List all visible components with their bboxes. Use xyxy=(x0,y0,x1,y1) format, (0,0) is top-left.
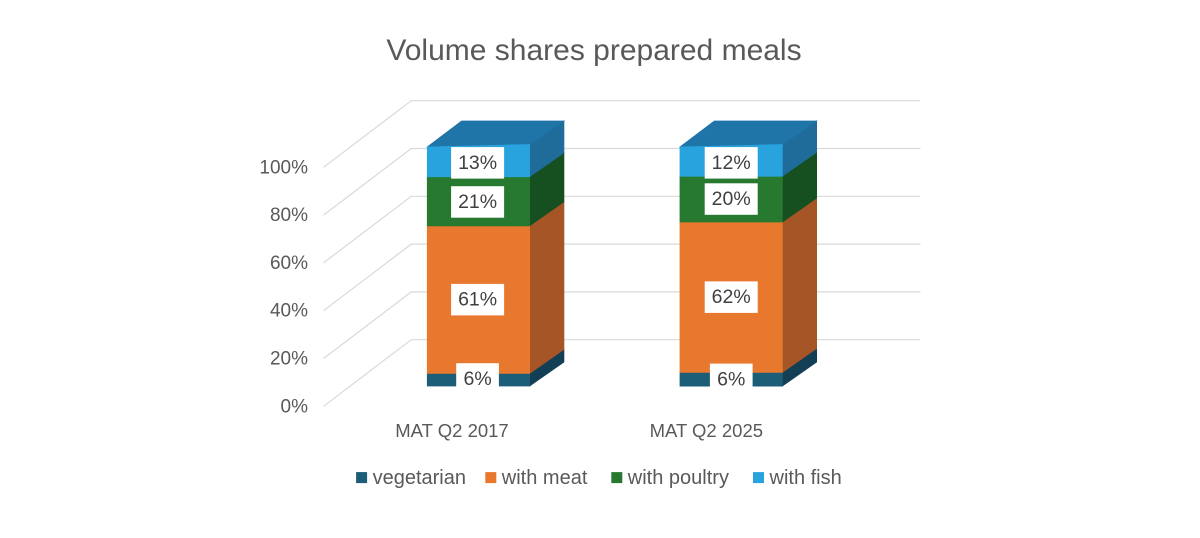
svg-text:21%: 21% xyxy=(458,191,497,213)
svg-text:20%: 20% xyxy=(712,188,751,210)
svg-text:MAT Q2 2017: MAT Q2 2017 xyxy=(395,420,508,441)
svg-text:MAT Q2 2025: MAT Q2 2025 xyxy=(650,420,763,441)
svg-text:6%: 6% xyxy=(464,368,492,390)
svg-text:60%: 60% xyxy=(270,253,308,274)
svg-text:with fish: with fish xyxy=(769,467,842,489)
svg-text:with poultry: with poultry xyxy=(627,467,729,489)
svg-text:12%: 12% xyxy=(712,152,751,174)
svg-text:0%: 0% xyxy=(281,396,309,417)
svg-text:100%: 100% xyxy=(259,157,308,178)
svg-text:61%: 61% xyxy=(458,289,497,311)
svg-text:6%: 6% xyxy=(717,368,745,390)
svg-text:vegetarian: vegetarian xyxy=(373,467,466,489)
svg-text:with meat: with meat xyxy=(501,467,588,489)
svg-text:80%: 80% xyxy=(270,205,308,226)
svg-text:20%: 20% xyxy=(270,349,308,370)
svg-text:13%: 13% xyxy=(458,152,497,174)
svg-text:40%: 40% xyxy=(270,301,308,322)
svg-text:62%: 62% xyxy=(712,286,751,308)
svg-text:Volume shares prepared meals: Volume shares prepared meals xyxy=(386,34,801,67)
